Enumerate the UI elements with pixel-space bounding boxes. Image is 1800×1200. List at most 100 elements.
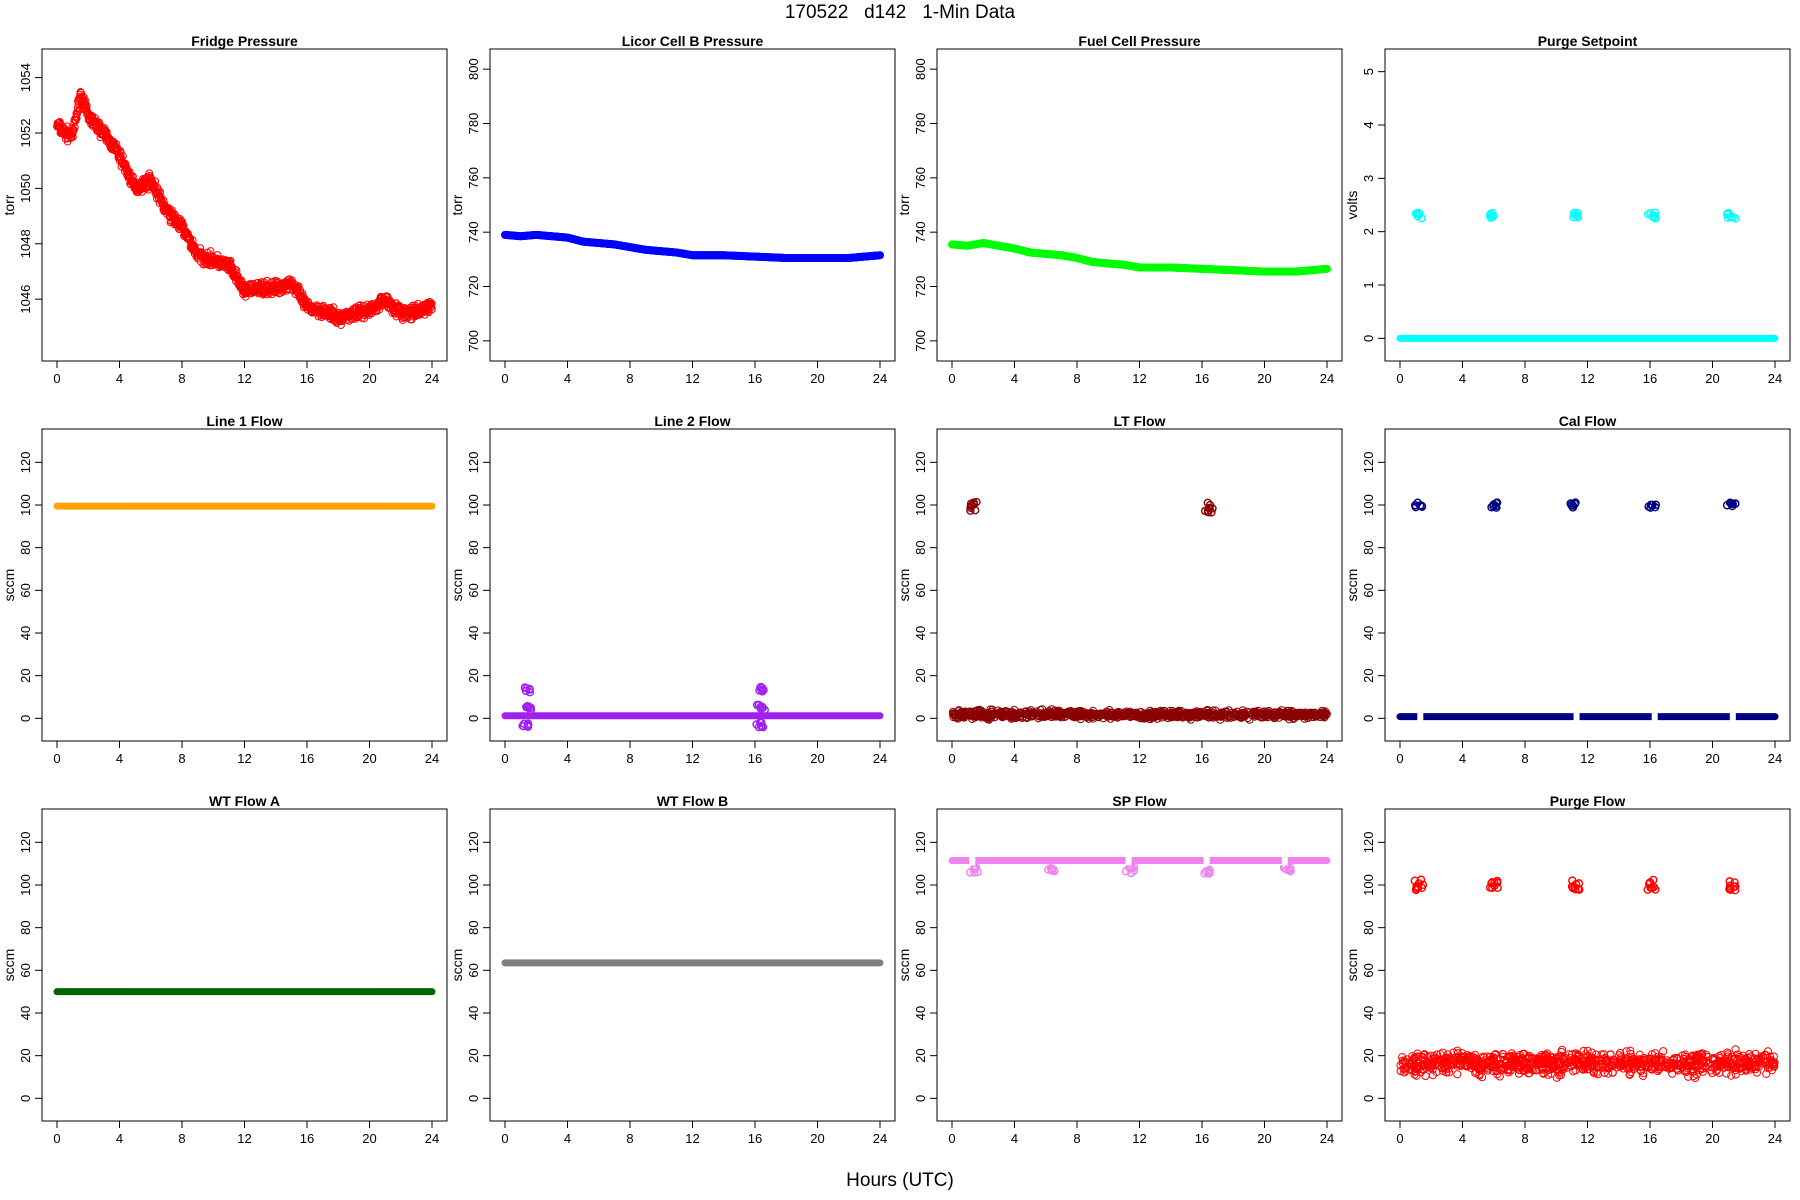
trace-gap (1573, 711, 1580, 722)
panel-title: SP Flow (1112, 793, 1166, 809)
y-tick-label: 120 (18, 831, 33, 853)
data-point (519, 719, 529, 729)
x-tick-label: 16 (748, 371, 762, 386)
y-tick-label: 1048 (18, 229, 33, 258)
x-tick-label: 0 (948, 1131, 955, 1146)
panel-title: WT Flow B (657, 793, 729, 809)
data-point (1298, 710, 1307, 719)
data-point (1539, 1059, 1548, 1068)
x-tick-label: 8 (1073, 751, 1080, 766)
y-tick-label: 0 (18, 1095, 33, 1102)
data-point (327, 305, 336, 314)
data-point (1556, 1070, 1565, 1080)
y-tick-label: 120 (466, 451, 481, 473)
x-tick-label: 24 (425, 751, 439, 766)
data-point (957, 709, 967, 718)
data-point (1468, 1056, 1477, 1065)
data-point (1415, 209, 1424, 218)
x-tick-label: 8 (1521, 751, 1528, 766)
y-tick-label: 20 (913, 1048, 928, 1062)
x-tick-label: 24 (425, 371, 439, 386)
data-point (1725, 881, 1735, 890)
data-point (1697, 1053, 1706, 1062)
data-point (1411, 209, 1421, 218)
data-point (756, 683, 765, 692)
x-tick-label: 0 (1396, 751, 1403, 766)
x-tick-label: 0 (948, 371, 955, 386)
y-tick-label: 800 (913, 58, 928, 80)
data-point (1229, 712, 1238, 722)
data-point (1204, 867, 1213, 877)
y-tick-label: 80 (466, 540, 481, 554)
x-tick-label: 8 (1073, 1131, 1080, 1146)
y-tick-label: 1054 (18, 63, 33, 92)
data-point (978, 709, 988, 718)
y-tick-label: 40 (913, 1006, 928, 1020)
data-point (1064, 707, 1073, 716)
y-tick-label: 40 (466, 1006, 481, 1020)
data-point (1575, 885, 1584, 894)
y-tick-label: 60 (1361, 583, 1376, 597)
x-tick-label: 12 (237, 1131, 251, 1146)
data-point (1744, 1062, 1753, 1071)
x-tick-label: 16 (1643, 751, 1657, 766)
y-tick-label: 0 (18, 715, 33, 722)
x-tick-label: 12 (237, 371, 251, 386)
data-point (1492, 498, 1501, 508)
data-point (1320, 713, 1329, 722)
data-point (1191, 712, 1200, 722)
data-point (1418, 880, 1428, 889)
x-tick-label: 20 (1257, 751, 1271, 766)
data-point (1567, 882, 1577, 891)
y-tick-label: 120 (1361, 451, 1376, 473)
y-tick-label: 100 (913, 874, 928, 896)
x-tick-label: 12 (1132, 1131, 1146, 1146)
panel-title: LT Flow (1114, 413, 1166, 429)
y-tick-label: 100 (1361, 874, 1376, 896)
data-point (1309, 710, 1319, 720)
data-point (121, 160, 130, 169)
panel-title: Fridge Pressure (191, 33, 298, 49)
data-point (1644, 879, 1654, 889)
data-point (1674, 1066, 1683, 1075)
data-point (1706, 1066, 1715, 1075)
data-point (1640, 1061, 1649, 1070)
data-point (1644, 1063, 1653, 1072)
data-point (1571, 1050, 1580, 1059)
y-tick-label: 20 (1361, 668, 1376, 682)
data-point (1122, 710, 1131, 719)
data-point (427, 299, 436, 308)
data-point (1626, 1068, 1636, 1077)
data-point (1579, 1065, 1588, 1074)
data-point (1762, 1069, 1771, 1079)
data-point (1535, 1059, 1544, 1068)
x-tick-label: 0 (53, 371, 60, 386)
y-tick-label: 1052 (18, 119, 33, 148)
data-point (425, 297, 434, 306)
data-point (1193, 708, 1202, 718)
y-tick-label: 3 (1361, 175, 1376, 182)
data-point (1415, 1052, 1424, 1061)
x-tick-label: 24 (1768, 1131, 1782, 1146)
data-point (1543, 1049, 1552, 1058)
data-point (1570, 499, 1580, 509)
data-point (1673, 1064, 1682, 1073)
page-title: 170522 d142 1-Min Data (784, 2, 1016, 23)
x-tick-label: 12 (685, 1131, 699, 1146)
data-point (1038, 705, 1047, 714)
data-point (1640, 1056, 1649, 1066)
y-tick-label: 100 (913, 494, 928, 516)
x-tick-label: 20 (810, 371, 824, 386)
y-axis-label: sccm (1344, 949, 1360, 982)
y-tick-label: 0 (1361, 335, 1376, 342)
x-tick-label: 0 (501, 1131, 508, 1146)
data-point (1106, 708, 1115, 717)
data-point (1144, 709, 1153, 719)
data-point (129, 172, 137, 181)
y-tick-label: 120 (913, 831, 928, 853)
data-point (1203, 498, 1212, 508)
x-tick-label: 16 (748, 1131, 762, 1146)
